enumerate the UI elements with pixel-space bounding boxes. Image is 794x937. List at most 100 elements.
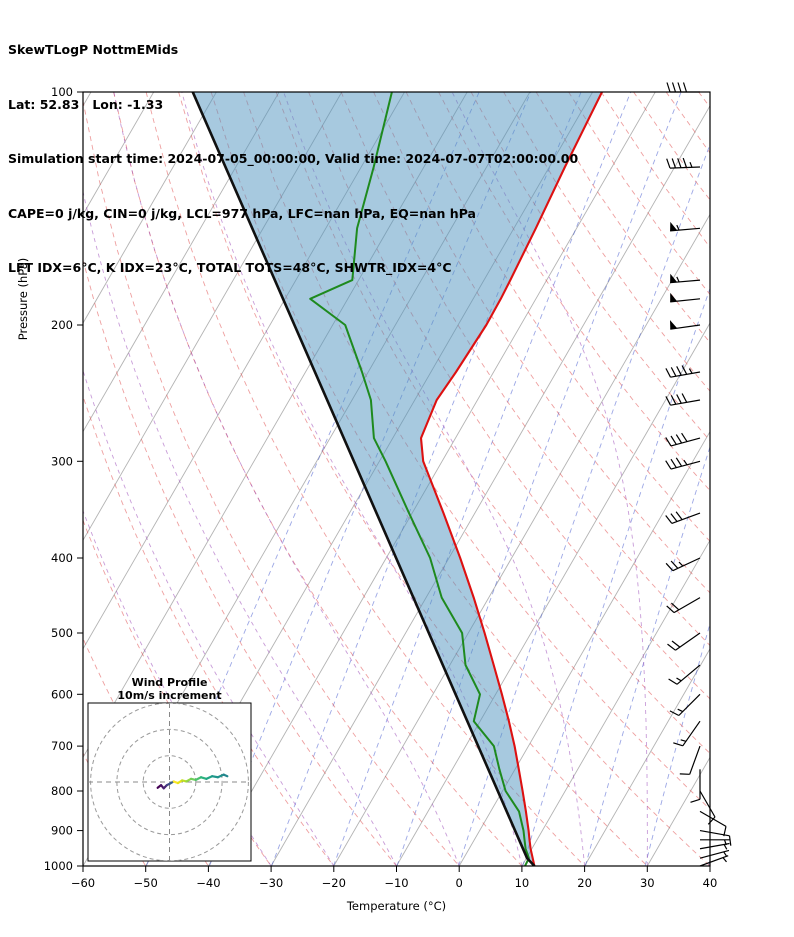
dry-adiabat-line (113, 92, 523, 866)
mixing-ratio-line (333, 92, 632, 866)
wind-barb (670, 320, 701, 330)
wind-barb (690, 769, 701, 803)
dry-adiabat-line (83, 99, 460, 866)
wind-barb (670, 221, 701, 232)
y-tick-label: 600 (51, 687, 73, 701)
wind-barb (665, 365, 701, 378)
moist-adiabat-line (83, 369, 335, 866)
wind-barb (666, 597, 701, 614)
wind-barb (666, 157, 701, 169)
hodograph-ring (90, 703, 249, 861)
x-tick-label: 0 (456, 876, 463, 890)
dry-adiabat-line (731, 92, 794, 866)
isotherm-line (396, 322, 710, 866)
dry-adiabat-line (373, 92, 710, 594)
mixing-ratio-line (458, 143, 710, 866)
dry-adiabat-line (308, 92, 710, 700)
dry-adiabat-line (568, 92, 710, 296)
isotherm-line (709, 865, 710, 866)
mixing-ratio-line (522, 287, 710, 866)
wind-barb (699, 842, 730, 850)
x-tick-label: −20 (322, 876, 346, 890)
y-tick-label: 100 (51, 85, 73, 99)
x-tick-label: −60 (71, 876, 95, 890)
dry-adiabat-line (633, 92, 710, 201)
x-tick-label: 10 (515, 876, 530, 890)
x-tick-label: 30 (640, 876, 655, 890)
dry-adiabat-line (83, 258, 397, 866)
hodograph-subtitle: 10m/s increment (117, 689, 221, 702)
temperature-curve (419, 92, 603, 866)
isotherm-line (208, 92, 656, 866)
negative-area-shading (192, 92, 602, 866)
simtime-line: Simulation start time: 2024-07-05_00:00:… (8, 151, 579, 166)
wind-barb (665, 557, 701, 572)
isotherm-line (521, 539, 710, 866)
axes: −60 −50 −40 −30 −20 −10 0 10 20 30 40 100 200 300 400 5… (16, 85, 717, 913)
wind-barb (670, 292, 701, 303)
moist-adiabat-line (451, 92, 648, 866)
x-tick-label: −10 (384, 876, 408, 890)
mixing-ratio-line (271, 92, 582, 866)
wind-barb (679, 745, 701, 775)
dry-adiabat-line (145, 92, 585, 866)
isotherm-line (584, 647, 710, 866)
wind-barb (699, 855, 729, 867)
isotherm-line (646, 756, 710, 866)
hodograph-trace-segment (222, 773, 229, 778)
wind-barb (673, 720, 701, 747)
y-tick-label: 500 (51, 626, 73, 640)
wind-barb (699, 849, 730, 859)
dry-adiabat-line (600, 92, 710, 249)
wind-barb (665, 393, 701, 406)
dry-adiabat-line (698, 92, 710, 108)
wind-barb (699, 839, 731, 846)
dry-adiabat-line (665, 92, 710, 154)
x-tick-label: −30 (259, 876, 283, 890)
wind-barb (665, 457, 701, 470)
y-tick-label: 300 (51, 454, 73, 468)
indices-line: LFT IDX=6°C, K IDX=23°C, TOTAL TOTS=48°C… (8, 260, 452, 275)
wind-barb (699, 790, 716, 825)
wind-barb (665, 511, 701, 524)
moist-adiabat-line (83, 189, 397, 866)
dry-adiabat-line (438, 92, 710, 492)
sounding-curves (191, 92, 603, 866)
wind-barbs (665, 82, 732, 867)
y-tick-label: 200 (51, 318, 73, 332)
background-lines (83, 92, 794, 866)
wind-barb (669, 693, 701, 717)
dry-adiabat-line (178, 92, 648, 866)
isotherm-line (83, 92, 280, 433)
isotherm-line (333, 213, 710, 866)
wind-barb (665, 432, 701, 447)
dry-adiabat-line (83, 394, 335, 866)
moist-adiabat-line (113, 92, 460, 866)
parcel-curve (191, 92, 536, 866)
wind-barb (667, 632, 701, 651)
hodograph-ring (142, 755, 197, 809)
isotherm-line (270, 104, 710, 866)
mixing-ratio-line (708, 857, 710, 866)
latlon-line: Lat: 52.83 Lon: -1.33 (8, 96, 164, 112)
y-tick-label: 400 (51, 551, 73, 565)
wind-barb (668, 664, 701, 685)
x-tick-label: 20 (577, 876, 592, 890)
isotherm-line (458, 430, 710, 866)
isotherm-line (83, 92, 217, 324)
wind-barb (666, 82, 700, 93)
plot-title: SkewTLogP NottmEMids (8, 42, 179, 57)
mixing-ratio-line (396, 92, 682, 866)
mixing-ratio-line (584, 445, 710, 866)
y-tick-label: 1000 (44, 859, 73, 873)
cape-line: CAPE=0 j/kg, CIN=0 j/kg, LCL=977 hPa, LF… (8, 205, 476, 221)
wind-barb (670, 273, 701, 284)
x-tick-label: −50 (134, 876, 158, 890)
y-tick-label: 900 (51, 824, 73, 838)
x-tick-label: −40 (196, 876, 220, 890)
x-tick-label: 40 (703, 876, 718, 890)
x-axis-label: Temperature (°C) (346, 899, 446, 913)
